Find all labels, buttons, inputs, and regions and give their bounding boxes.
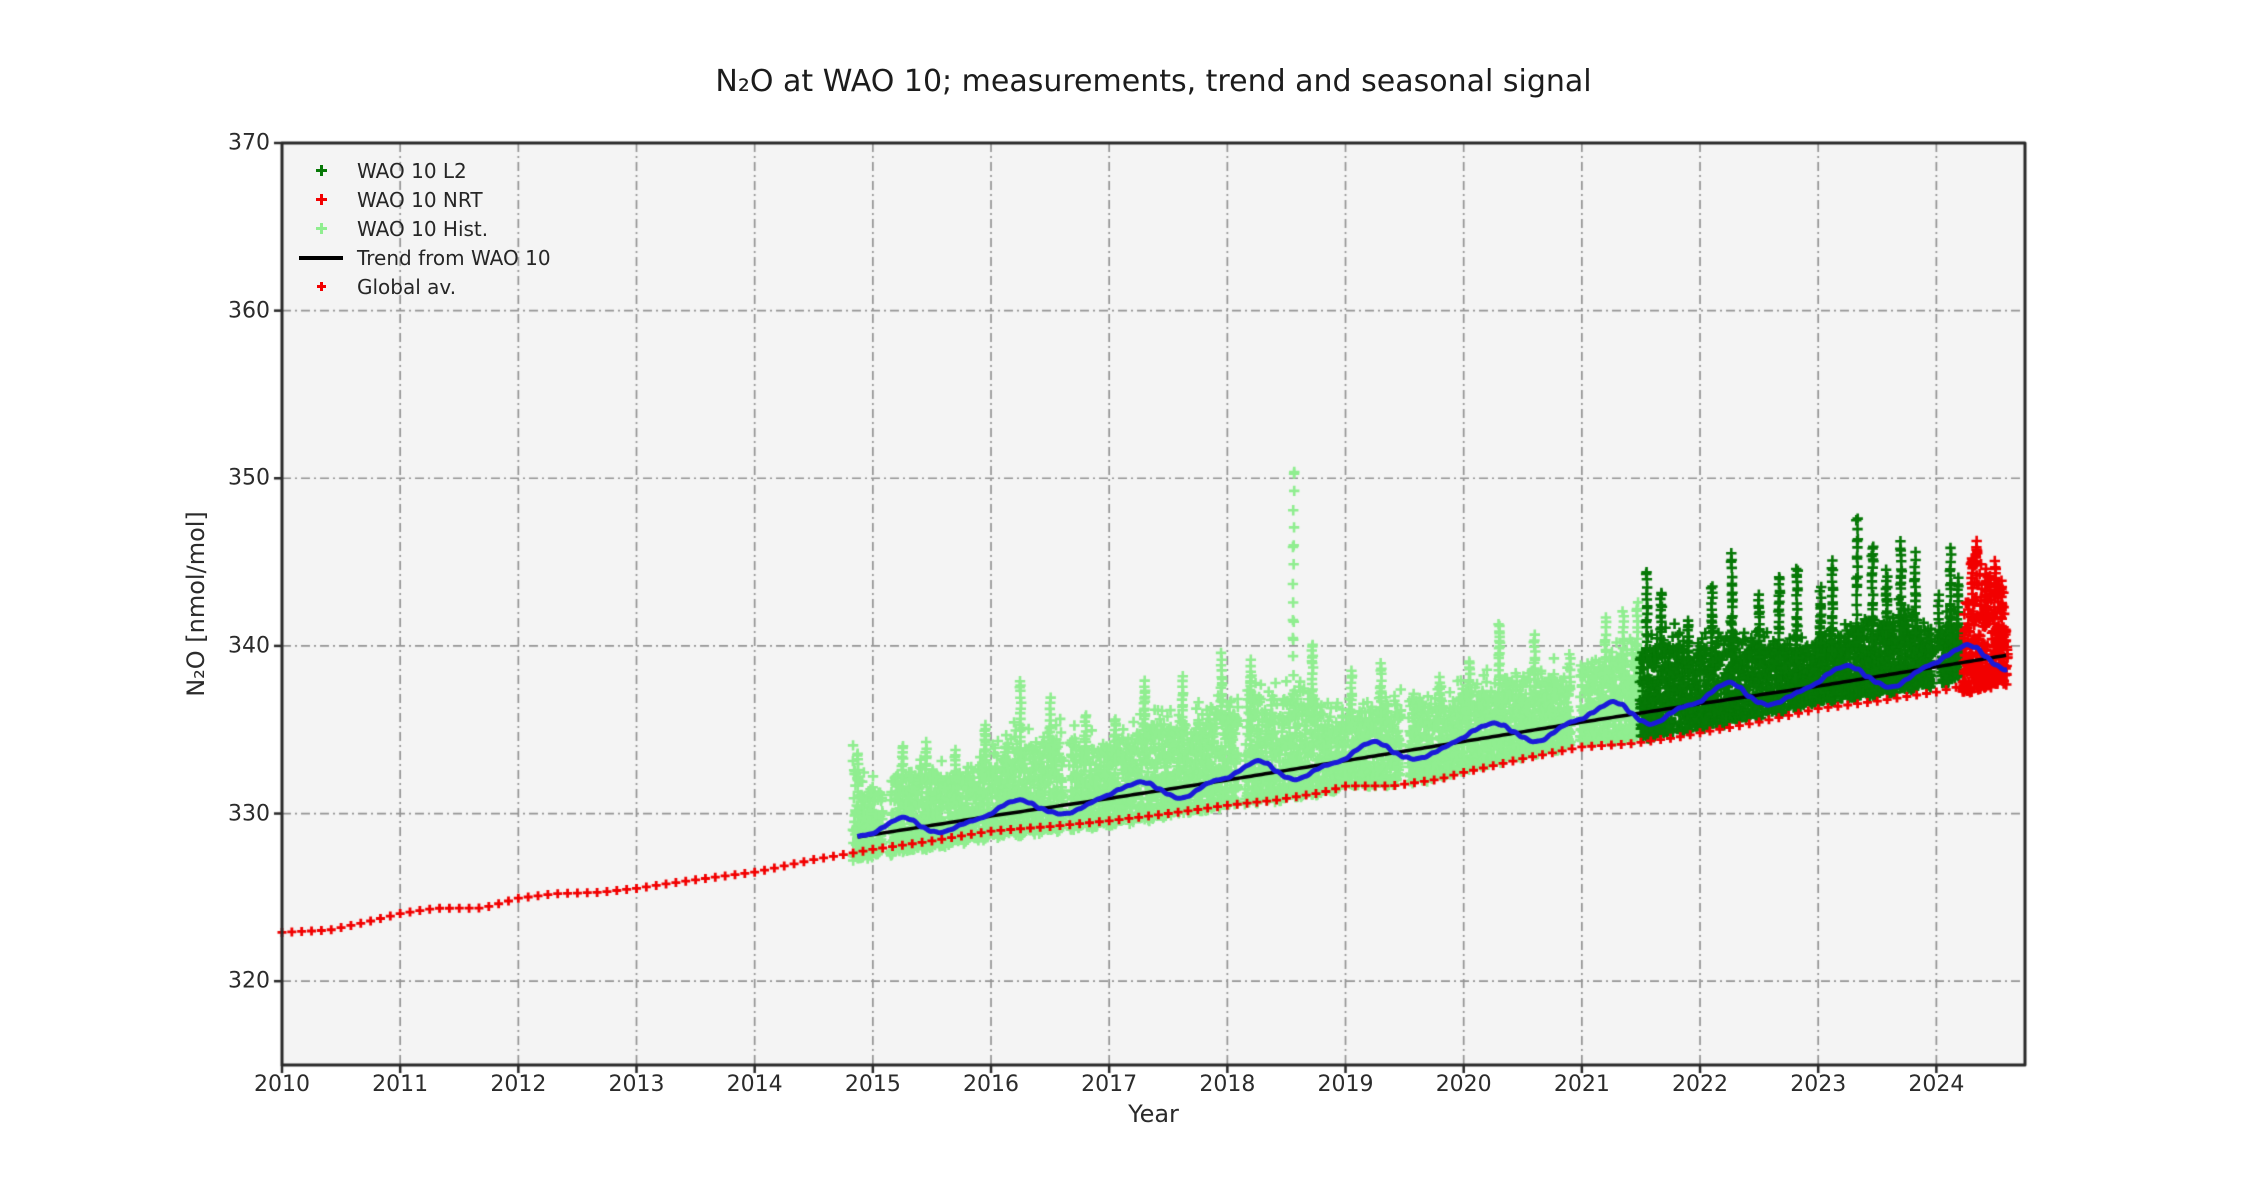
legend-item-trend: Trend from WAO 10 [297, 243, 551, 272]
plus-marker-icon [315, 194, 327, 205]
x-axis-label: Year [1128, 1100, 1179, 1128]
legend-label: WAO 10 L2 [357, 158, 467, 183]
x-tick-label: 2012 [490, 1072, 547, 1097]
x-tick-label: 2011 [372, 1072, 429, 1097]
legend-label: WAO 10 NRT [357, 187, 483, 212]
plus-marker-icon [315, 165, 327, 176]
plus-marker-icon [315, 223, 327, 234]
y-tick-label: 350 [228, 465, 270, 491]
chart-title: N₂O at WAO 10; measurements, trend and s… [715, 64, 1592, 99]
legend-label: WAO 10 Hist. [357, 216, 489, 241]
y-axis-label: N₂O [nmol/mol] [182, 511, 210, 697]
y-tick-label: 370 [228, 130, 270, 156]
x-tick-label: 2024 [1908, 1072, 1965, 1097]
y-tick-label: 340 [228, 633, 270, 659]
y-tick-label: 360 [228, 298, 270, 324]
trend-line-icon [299, 255, 343, 260]
legend-swatch [297, 165, 345, 176]
y-tick-label: 320 [228, 968, 270, 994]
legend-swatch [297, 282, 345, 291]
legend-item-wao10-l2: WAO 10 L2 [297, 156, 551, 185]
x-tick-label: 2018 [1199, 1072, 1256, 1097]
x-tick-label: 2020 [1435, 1072, 1492, 1097]
x-tick-label: 2017 [1081, 1072, 1138, 1097]
y-tick-label: 330 [228, 801, 270, 827]
legend-swatch [297, 194, 345, 205]
legend-item-global-av: Global av. [297, 272, 551, 301]
legend-swatch [297, 255, 345, 260]
legend: WAO 10 L2 WAO 10 NRT WAO 10 Hist. Trend … [297, 156, 551, 301]
legend-item-wao10-hist: WAO 10 Hist. [297, 214, 551, 243]
legend-label: Global av. [357, 274, 457, 299]
x-tick-label: 2023 [1790, 1072, 1847, 1097]
x-tick-label: 2015 [844, 1072, 901, 1097]
x-tick-label: 2016 [963, 1072, 1020, 1097]
x-tick-label: 2022 [1672, 1072, 1729, 1097]
x-tick-label: 2014 [726, 1072, 783, 1097]
x-tick-label: 2013 [608, 1072, 665, 1097]
legend-item-wao10-nrt: WAO 10 NRT [297, 185, 551, 214]
x-tick-label: 2021 [1553, 1072, 1610, 1097]
legend-label: Trend from WAO 10 [357, 245, 551, 270]
legend-swatch [297, 223, 345, 234]
x-tick-label: 2019 [1317, 1072, 1374, 1097]
x-tick-label: 2010 [254, 1072, 310, 1097]
plus-marker-icon [316, 282, 326, 291]
